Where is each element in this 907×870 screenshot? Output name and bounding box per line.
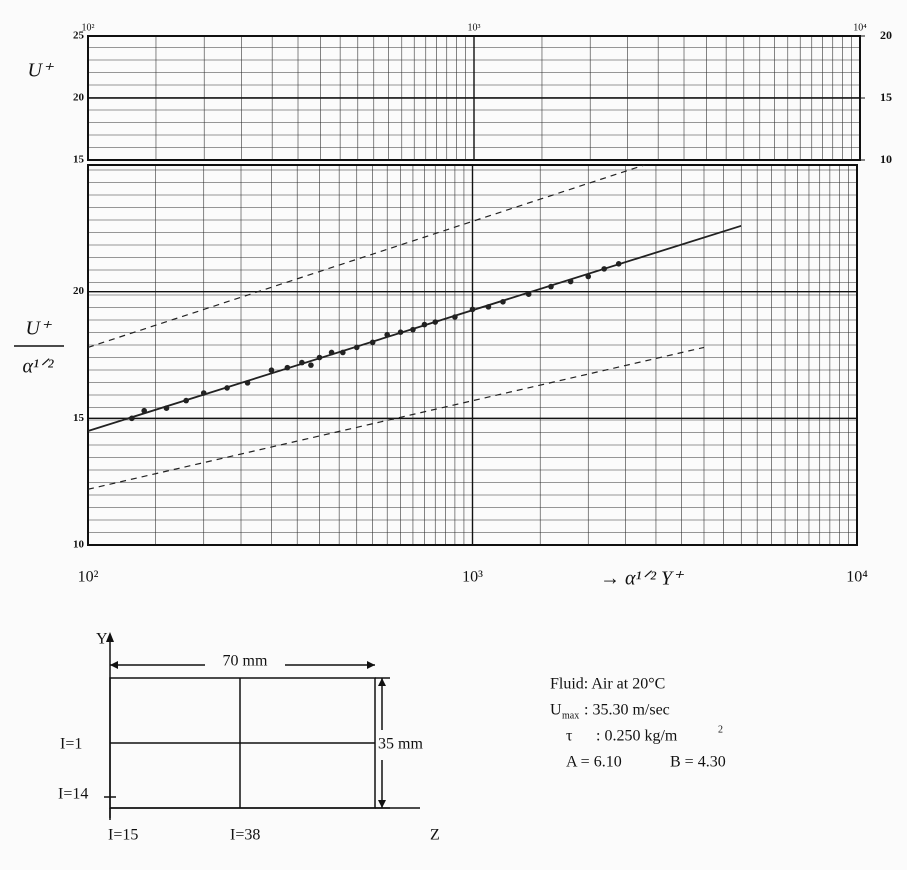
y-axis-label: U⁺ [26, 318, 52, 340]
y-tick-label: 10 [73, 539, 85, 551]
cross-section-diagram [104, 640, 420, 820]
data-point [141, 407, 147, 414]
data-point [452, 314, 458, 320]
x-tick-label: 10⁴ [853, 22, 867, 33]
data-point [397, 329, 404, 336]
x-axis-label: → α¹ᐟ² Y⁺ [600, 568, 684, 590]
data-point [328, 349, 335, 356]
data-point [432, 319, 439, 325]
data-point [601, 266, 607, 272]
note: : 35.30 m/sec [584, 702, 670, 719]
dimension-label: 70 mm [223, 653, 268, 670]
data-point [183, 397, 189, 404]
index-label: I=1 [60, 736, 82, 753]
index-label: I=14 [58, 786, 88, 803]
y-tick-label: 20 [73, 285, 85, 297]
x-tick-label: 10³ [468, 22, 481, 33]
y2-tick-label: 15 [880, 90, 892, 104]
data-point [224, 385, 230, 391]
index-label: I=38 [230, 827, 260, 844]
arrow [367, 661, 375, 669]
y2-tick-label: 10 [880, 152, 892, 166]
data-point [353, 344, 360, 351]
axis-label: Y [96, 631, 108, 648]
data-point [369, 339, 376, 346]
y-axis-label: α¹ᐟ² [23, 356, 55, 378]
x-tick-label: 10² [78, 569, 99, 586]
arrow [110, 661, 118, 669]
data-point [340, 349, 346, 356]
data-point [244, 380, 251, 386]
fit-line [87, 164, 645, 348]
data-point [299, 359, 305, 366]
data-point [163, 405, 170, 412]
note: max [562, 710, 579, 721]
data-point [548, 283, 554, 290]
note: 2 [718, 724, 723, 735]
arrow [378, 678, 386, 686]
y-tick-label: 25 [73, 30, 85, 42]
data-point [567, 278, 574, 285]
y2-tick-label: 20 [880, 28, 892, 42]
data-point [469, 306, 476, 313]
dimension-label: 35 mm [378, 736, 423, 753]
y-tick-label: 20 [73, 92, 85, 104]
data-point [129, 415, 135, 422]
data-point [308, 362, 314, 368]
note: τ [566, 728, 573, 745]
y-tick-label: 15 [73, 412, 85, 424]
axis-label: Z [430, 827, 440, 844]
data-point [525, 291, 532, 298]
data-point [384, 331, 390, 338]
y-tick-label: 15 [73, 154, 85, 166]
data-point [284, 364, 291, 371]
data-point [485, 304, 492, 310]
index-label: I=15 [108, 827, 138, 844]
note: B = 4.30 [670, 754, 726, 771]
data-point [585, 273, 592, 280]
data-point [316, 354, 323, 361]
note: U [550, 702, 562, 719]
arrow [378, 800, 386, 808]
y-axis-label: U⁺ [28, 60, 54, 82]
x-tick-label: 10³ [462, 569, 483, 586]
data-point [500, 299, 506, 305]
x-tick-label: 10⁴ [846, 569, 868, 586]
data-point [200, 390, 207, 396]
data-point [421, 321, 428, 328]
data-point [268, 367, 275, 374]
x-tick-label: 10² [82, 22, 95, 33]
note: : 0.250 kg/m [596, 728, 678, 745]
note: A = 6.10 [566, 754, 622, 771]
data-point [410, 326, 416, 333]
arrow [106, 632, 114, 642]
data-point [615, 261, 622, 267]
note: Fluid: Air at 20°C [550, 676, 665, 693]
